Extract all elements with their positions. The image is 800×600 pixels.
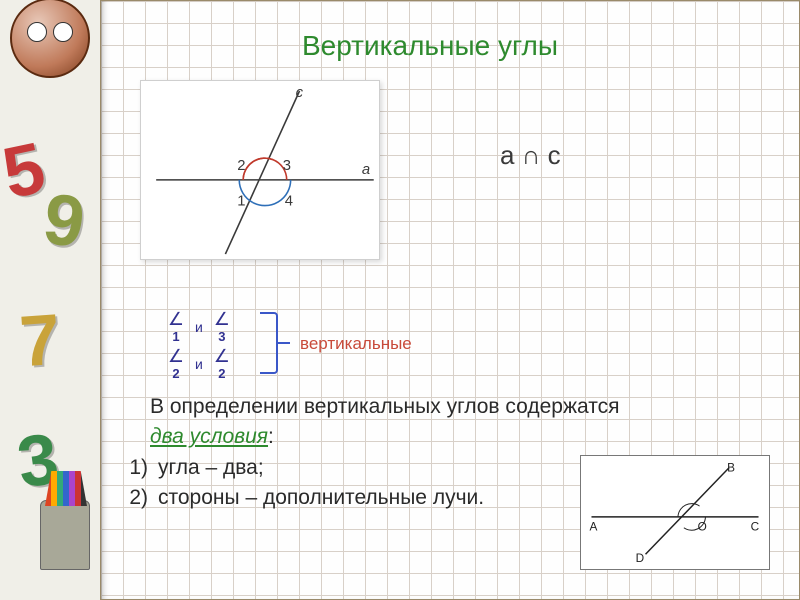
list-marker: 1)	[120, 453, 148, 483]
svg-text:3: 3	[283, 158, 291, 174]
brace-icon	[260, 312, 278, 374]
definition-conditions-label: два условия:	[150, 422, 670, 452]
definition-intro: В определении вертикальных углов содержа…	[150, 392, 670, 422]
intersection-expression: a ∩ c	[500, 140, 561, 171]
mascot-icon	[10, 0, 90, 78]
svg-text:A: A	[590, 521, 598, 534]
pencil-cup-icon	[40, 500, 90, 570]
angle-number: 2	[172, 365, 179, 382]
angle-icon: ∠	[214, 347, 230, 365]
list-text: угла – два;	[158, 453, 264, 483]
svg-text:c: c	[296, 85, 304, 101]
angle-pair-row: ∠ 1 и ∠ 3	[165, 310, 233, 345]
angle-icon: ∠	[168, 347, 184, 365]
vertical-angles-figure: 2 3 1 4 a c	[140, 80, 380, 260]
svg-text:O: O	[698, 521, 707, 534]
svg-text:1: 1	[237, 194, 245, 210]
angle-number: 1	[172, 328, 179, 345]
angle-number: 2	[218, 365, 225, 382]
svg-text:C: C	[751, 521, 760, 534]
svg-text:D: D	[636, 552, 645, 565]
angle-pair-list: ∠ 1 и ∠ 3 ∠ 2 и ∠ 2	[165, 310, 233, 384]
definition-underlined: два условия	[150, 425, 268, 448]
decorative-rail: 5 9 7 3	[0, 0, 100, 600]
rail-number-5: 5	[0, 127, 52, 216]
vertical-label: вертикальные	[300, 334, 412, 354]
svg-text:B: B	[727, 462, 735, 475]
definition-text-a: В определении вертикальных углов содержа…	[150, 395, 620, 418]
angle-pair-row: ∠ 2 и ∠ 2	[165, 347, 233, 382]
and-word: и	[195, 319, 203, 336]
page-title: Вертикальные углы	[100, 30, 760, 62]
svg-text:a: a	[362, 162, 370, 178]
angle-icon: ∠	[214, 310, 230, 328]
labelled-angles-figure: A C B D O	[580, 455, 770, 570]
rail-number-7: 7	[17, 299, 63, 384]
svg-text:4: 4	[285, 194, 293, 210]
angle-number: 3	[218, 328, 225, 345]
svg-text:2: 2	[237, 158, 245, 174]
angle-icon: ∠	[168, 310, 184, 328]
and-word: и	[195, 356, 203, 373]
list-text: стороны – дополнительные лучи.	[158, 483, 484, 513]
list-marker: 2)	[120, 483, 148, 513]
definition-colon: :	[268, 425, 274, 448]
